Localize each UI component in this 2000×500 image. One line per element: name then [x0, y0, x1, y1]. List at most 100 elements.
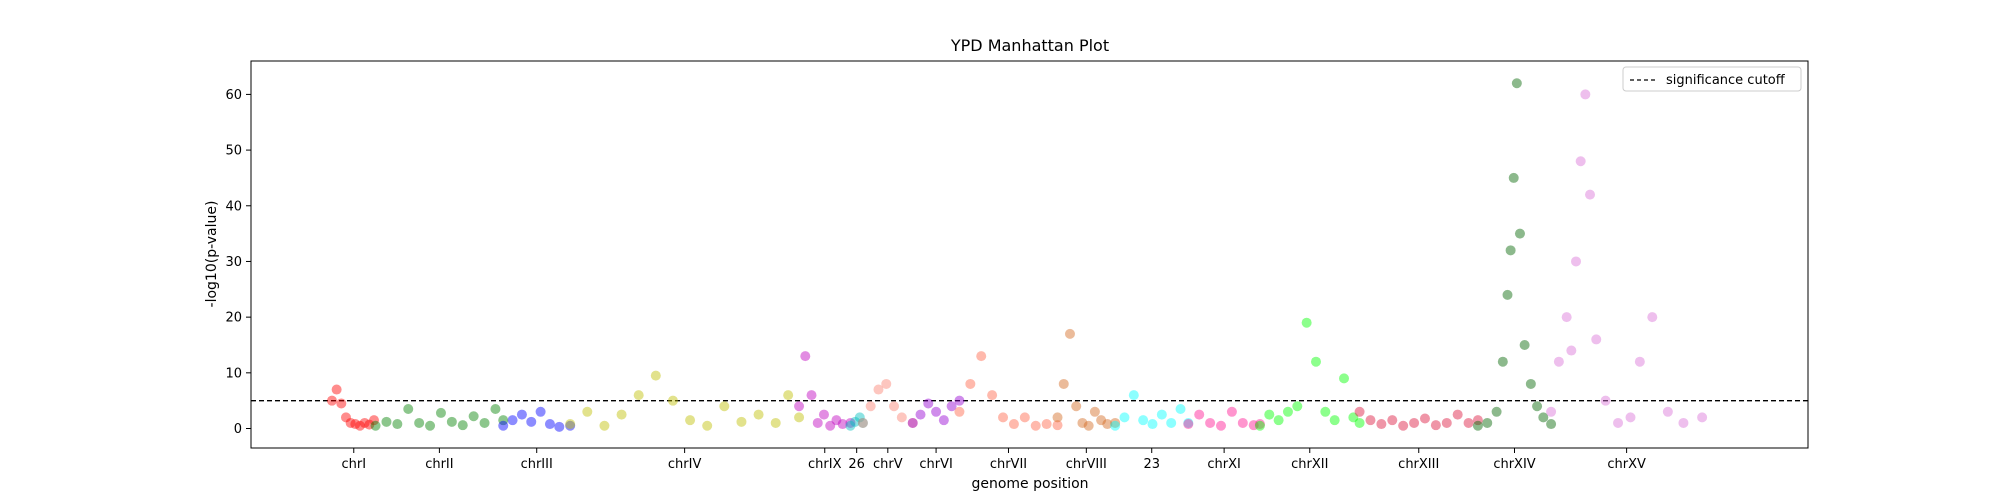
data-point	[1697, 412, 1708, 423]
data-point	[359, 417, 370, 428]
data-point	[1119, 412, 1130, 423]
data-points	[326, 78, 1708, 432]
data-point	[1546, 419, 1557, 430]
data-point	[1166, 417, 1177, 428]
data-point	[1329, 415, 1340, 426]
data-point	[1538, 412, 1549, 423]
data-point	[1482, 417, 1493, 428]
y-tick-label: 30	[225, 255, 242, 270]
data-point	[831, 415, 842, 426]
data-point	[896, 412, 907, 423]
data-point	[1194, 409, 1205, 420]
x-axis: chrI chrII chrIII chrIV chrIX 26 chrV chrVI chrV…	[341, 448, 1646, 472]
data-point	[1077, 417, 1088, 428]
data-point	[1156, 409, 1167, 420]
data-point	[507, 415, 518, 426]
data-point	[854, 412, 865, 423]
data-point	[1398, 420, 1409, 431]
data-point	[667, 395, 678, 406]
data-point	[845, 420, 856, 431]
data-point	[1096, 415, 1107, 426]
data-point	[1472, 415, 1483, 426]
data-point	[498, 420, 509, 431]
data-point	[1348, 412, 1359, 423]
data-point	[907, 417, 918, 428]
data-point	[340, 412, 351, 423]
x-tick-label: chrVIII	[1066, 457, 1107, 472]
data-point	[1089, 406, 1100, 417]
data-point	[1553, 356, 1564, 367]
legend: significance cutoff	[1622, 66, 1802, 92]
data-point	[1354, 417, 1365, 428]
data-point	[650, 370, 661, 381]
data-point	[954, 406, 965, 417]
x-tick-label: chrXII	[1291, 457, 1328, 472]
data-point	[1008, 419, 1019, 430]
y-tick-label: 0	[234, 422, 242, 437]
x-tick-label: chrI	[341, 457, 366, 472]
data-point	[345, 417, 356, 428]
data-point	[354, 420, 365, 431]
data-point	[1613, 417, 1624, 428]
data-point	[1030, 420, 1041, 431]
data-point	[1248, 420, 1259, 431]
data-point	[685, 415, 696, 426]
x-tick-label: 23	[1143, 457, 1160, 472]
data-point	[1138, 415, 1149, 426]
data-point	[403, 404, 414, 415]
data-point	[468, 411, 479, 422]
data-point	[490, 404, 501, 415]
data-point	[1292, 401, 1303, 412]
data-point	[1519, 339, 1530, 350]
data-point	[350, 419, 361, 430]
data-point	[1409, 417, 1420, 428]
chart-title: YPD Manhattan Plot	[950, 36, 1109, 55]
data-point	[446, 416, 457, 427]
data-point	[1205, 417, 1216, 428]
data-point	[1662, 406, 1673, 417]
y-tick-label: 50	[225, 144, 242, 159]
data-point	[1430, 420, 1441, 431]
data-point	[1502, 289, 1513, 300]
data-point	[702, 420, 713, 431]
data-point	[1463, 417, 1474, 428]
data-point	[1071, 401, 1082, 412]
data-point	[965, 378, 976, 389]
data-point	[794, 401, 805, 412]
data-point	[753, 409, 764, 420]
data-point	[336, 398, 347, 409]
data-point	[1561, 312, 1572, 323]
data-point	[1678, 417, 1689, 428]
data-point	[889, 401, 900, 412]
data-point	[1216, 420, 1227, 431]
data-point	[331, 384, 342, 395]
data-point	[599, 420, 610, 431]
data-point	[1505, 245, 1516, 256]
data-point	[1497, 356, 1508, 367]
data-point	[845, 417, 856, 428]
data-point	[1102, 419, 1113, 430]
data-point	[1511, 78, 1522, 89]
data-point	[370, 420, 381, 431]
data-point	[435, 407, 446, 418]
data-point	[1273, 415, 1284, 426]
data-point	[719, 401, 730, 412]
data-point	[825, 420, 836, 431]
data-point	[1282, 406, 1293, 417]
data-point	[1237, 417, 1248, 428]
data-point	[865, 401, 876, 412]
data-point	[1183, 419, 1194, 430]
data-point	[1491, 406, 1502, 417]
data-point	[907, 417, 918, 428]
x-tick-label: chrVI	[919, 457, 952, 472]
data-point	[998, 412, 1009, 423]
data-point	[1625, 412, 1636, 423]
data-point	[582, 406, 593, 417]
data-point	[1591, 334, 1602, 345]
data-point	[1064, 328, 1075, 339]
x-tick-label: chrIV	[668, 457, 702, 472]
data-point	[1508, 172, 1519, 183]
data-point	[770, 417, 781, 428]
data-point	[1110, 417, 1121, 428]
